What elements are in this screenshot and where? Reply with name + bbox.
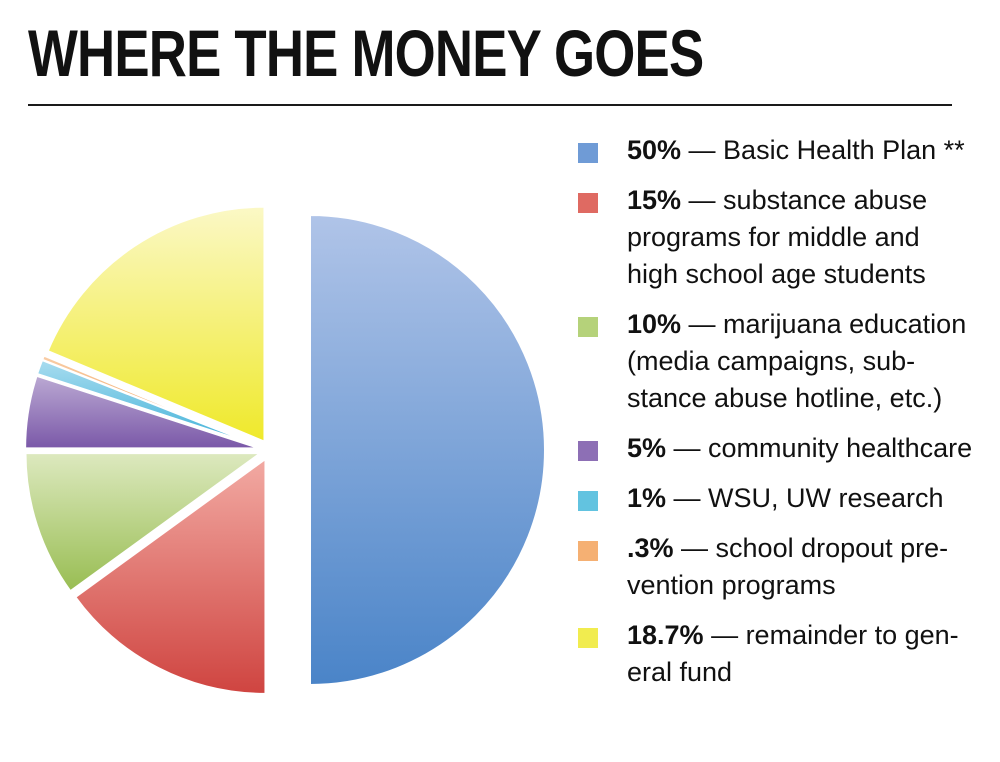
legend-line: 5% — community healthcare [627,433,973,463]
legend-line: vention programs [627,570,836,600]
legend-item: 10% — marijuana education (media campaign… [578,306,988,417]
legend-line: 18.7% — remainder to gen- [627,620,959,650]
legend-item: .3% — school dropout pre-vention program… [578,530,988,604]
legend-swatch [578,628,598,648]
legend-text: 5% — community healthcare [627,430,988,467]
legend-line: programs for middle and [627,222,920,252]
legend-swatch [578,491,598,511]
legend-percent: 5% [627,433,667,463]
legend-text: 1% — WSU, UW research [627,480,988,517]
legend-item: 50% — Basic Health Plan ** [578,132,988,169]
legend-line: eral fund [627,657,733,687]
legend-percent: 1% [627,483,667,513]
pie-slice-5 [40,354,262,448]
legend-text: 15% — substance abuse programs for middle… [627,182,988,293]
legend-text: .3% — school dropout pre-vention program… [627,530,988,604]
legend-swatch [578,193,598,213]
legend-line: high school age students [627,259,926,289]
pie-chart [24,205,546,695]
page-title: WHERE THE MONEY GOES [28,16,704,90]
legend-swatch [578,441,598,461]
pie-slice-1 [73,456,267,695]
legend-line: .3% — school dropout pre- [627,533,949,563]
legend-line: stance abuse hotline, etc.) [627,383,943,413]
legend-text: 50% — Basic Health Plan ** [627,132,988,169]
legend-line: 1% — WSU, UW research [627,483,944,513]
legend-item: 15% — substance abuse programs for middle… [578,182,988,293]
legend-line: 10% — marijuana education [627,309,967,339]
legend-line: 50% — Basic Health Plan ** [627,135,965,165]
legend-line: 15% — substance abuse [627,185,928,215]
pie-slice-0 [309,213,546,687]
pie-slice-2 [24,452,264,593]
legend-percent: 50% [627,135,682,165]
legend-swatch [578,317,598,337]
legend-percent: 15% [627,185,682,215]
legend-line: (media campaigns, sub- [627,346,916,376]
legend-percent: .3% [627,533,674,563]
legend-item: 18.7% — remainder to gen-eral fund [578,617,988,691]
legend-percent: 10% [627,309,682,339]
pie-slice-6 [46,205,266,444]
legend-swatch [578,541,598,561]
pie-slice-3 [24,374,261,450]
title-divider [28,104,952,106]
legend-text: 18.7% — remainder to gen-eral fund [627,617,988,691]
chart-legend: 50% — Basic Health Plan ** 15% — substanc… [578,132,988,704]
legend-item: 5% — community healthcare [578,430,988,467]
legend-item: 1% — WSU, UW research [578,480,988,517]
legend-percent: 18.7% [627,620,704,650]
legend-text: 10% — marijuana education (media campaign… [627,306,988,417]
legend-swatch [578,143,598,163]
